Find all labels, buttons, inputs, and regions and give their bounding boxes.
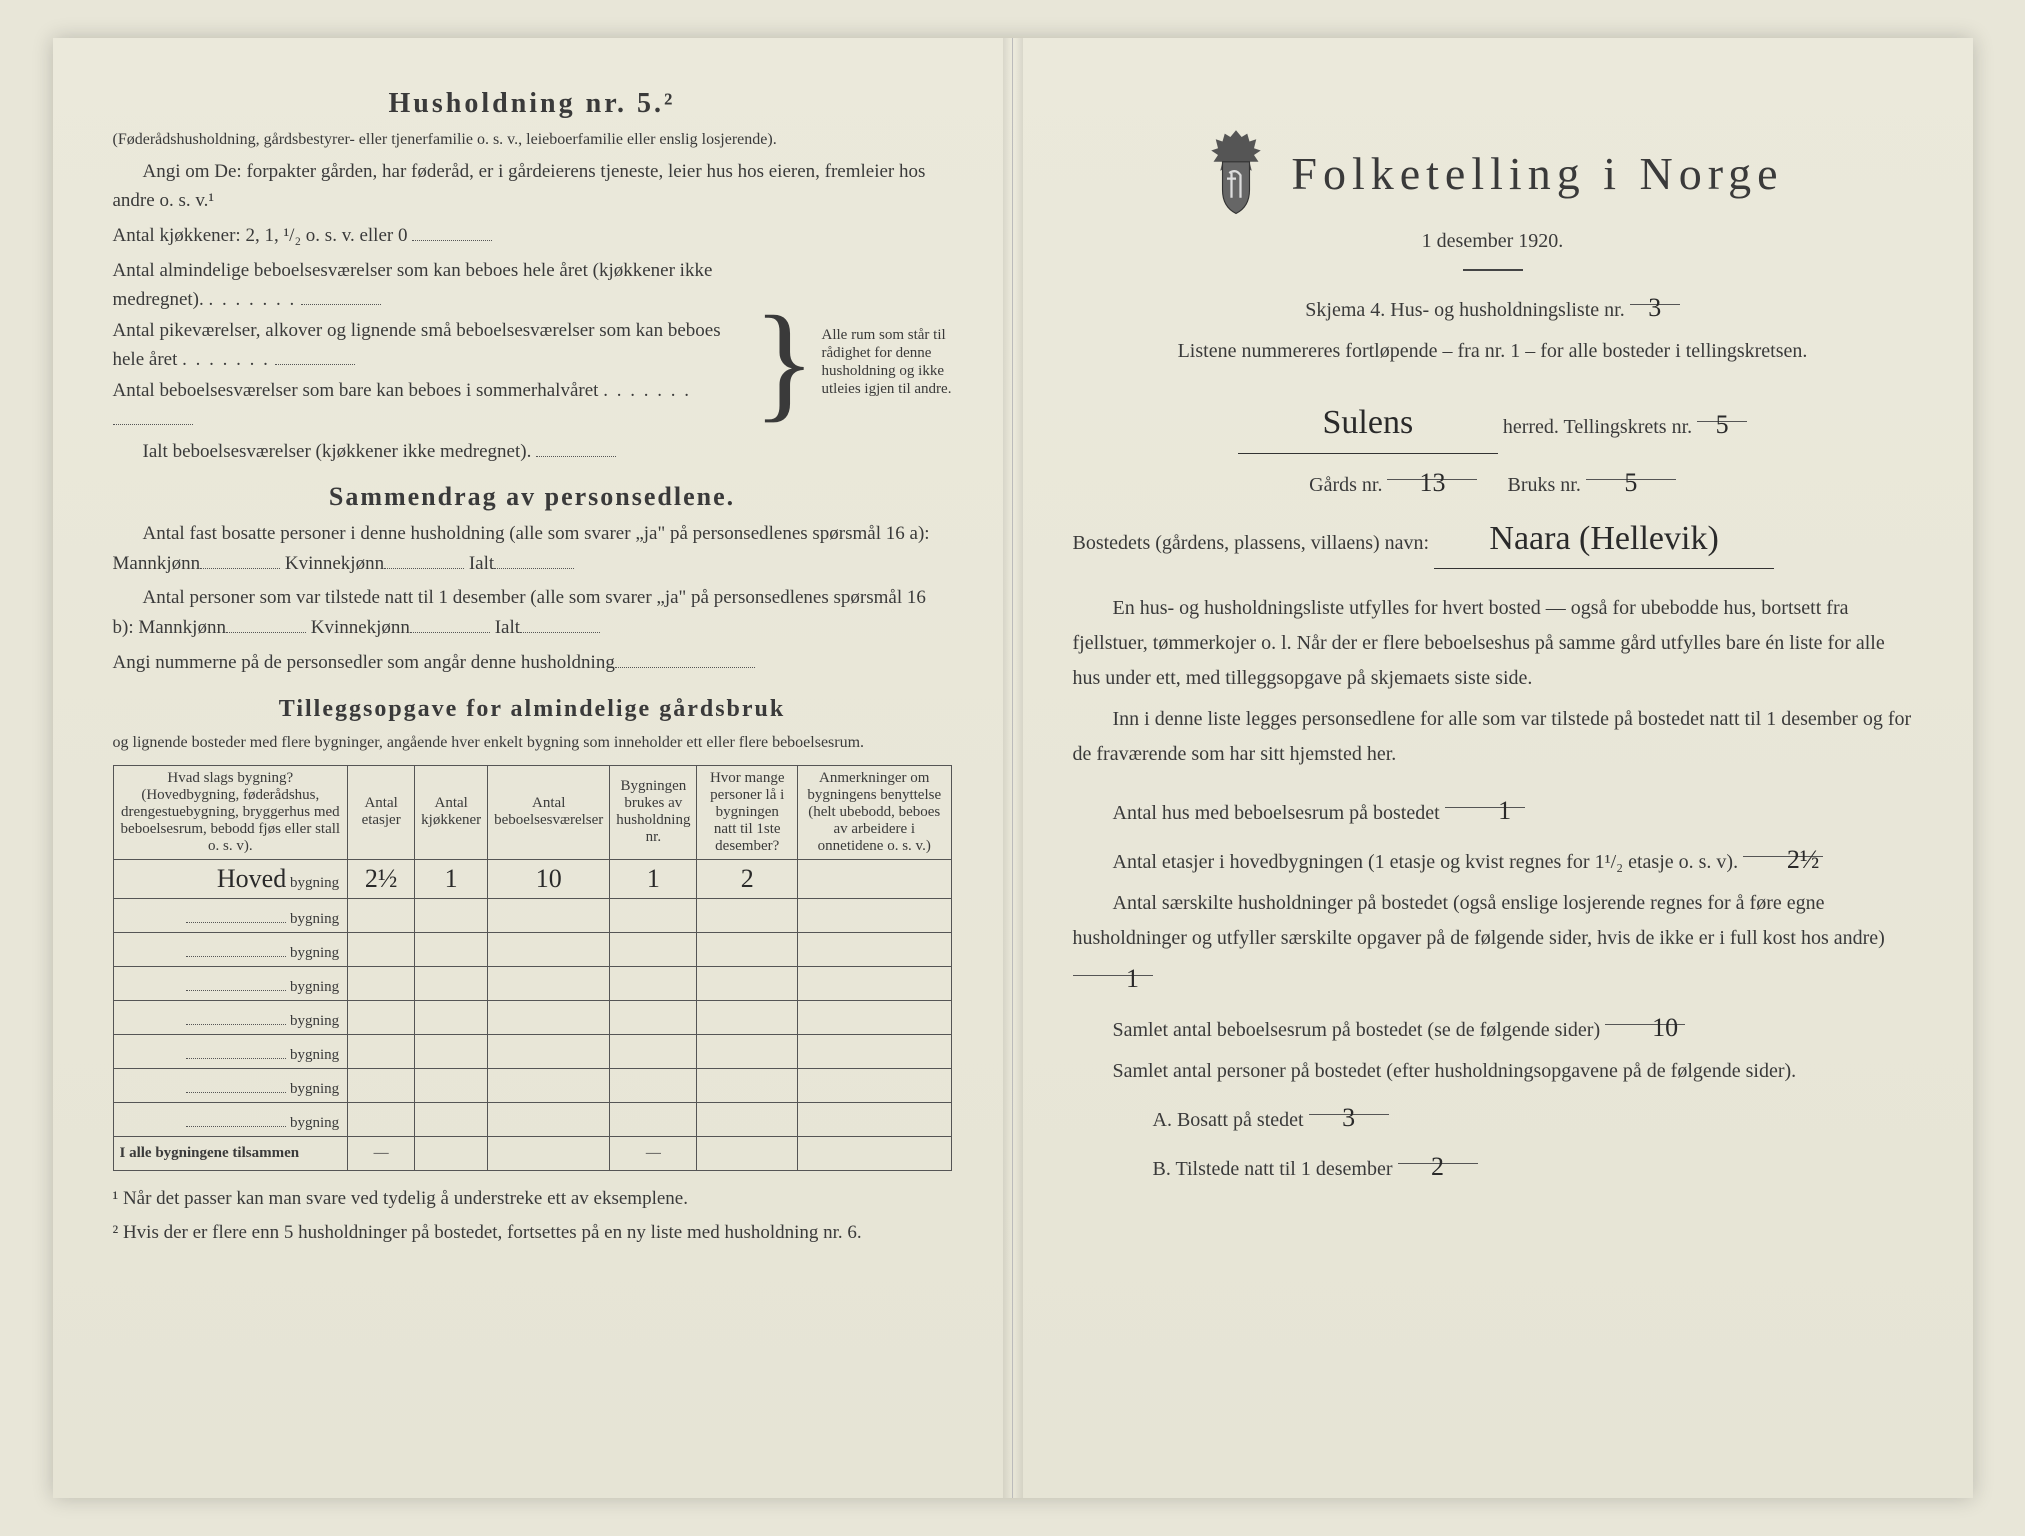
table-row: bygning [113,1034,951,1068]
liste-nr: 3 [1630,285,1680,305]
herred-name: Sulens [1238,393,1498,454]
bosted-line: Bostedets (gårdens, plassens, villaens) … [1073,509,1913,570]
q5: Samlet antal personer på bostedet (efter… [1073,1054,1913,1089]
intro-paren: (Føderådshusholdning, gårdsbestyrer- ell… [113,128,952,152]
q1-value: 1 [1445,788,1525,808]
summary-line-a: Antal fast bosatte personer i denne hush… [113,520,952,578]
summary-numbers: Angi nummerne på de personsedler som ang… [113,648,952,678]
q4: Samlet antal beboelsesrum på bostedet (s… [1073,1005,1913,1048]
footnotes: ¹ Når det passer kan man svare ved tydel… [113,1185,952,1248]
th-kjokken: Antal kjøkkener [415,765,488,859]
tillegg-sub: og lignende bosteder med flere bygninger… [113,731,952,755]
table-total-row: I alle bygningene tilsammen —— [113,1136,951,1170]
coat-of-arms-icon [1201,128,1271,218]
para-2: Inn i denne liste legges personsedlene f… [1073,702,1913,772]
table-header-row: Hvad slags bygning? (Hovedbygning, føder… [113,765,951,859]
qB: B. Tilstede natt til 1 desember 2 [1153,1144,1913,1187]
gard-nr: 13 [1387,460,1477,480]
th-hushold: Bygningen brukes av husholdning nr. [610,765,697,859]
table-row: bygning [113,966,951,1000]
title-row: Folketelling i Norge [1073,128,1913,218]
tillegg-heading: Tilleggsopgave for almindelige gårdsbruk [113,696,952,723]
qB-value: 2 [1398,1144,1478,1164]
krets-nr: 5 [1697,402,1747,422]
th-vaerelser: Antal beboelsesværelser [488,765,610,859]
room-line-1: Antal almindelige beboelsesværelser som … [113,257,748,315]
rooms-brace-block: Antal almindelige beboelsesværelser som … [113,257,952,469]
summary-line-b: Antal personer som var tilstede natt til… [113,584,952,642]
th-personer: Hvor mange personer lå i bygningen natt … [697,765,798,859]
divider [1463,269,1523,271]
census-date: 1 desember 1920. [1073,224,1913,259]
bosted-name: Naara (Hellevik) [1434,509,1774,570]
main-title: Folketelling i Norge [1291,147,1783,200]
gard-line: Gårds nr. 13 Bruks nr. 5 [1073,460,1913,503]
table-row: bygning [113,898,951,932]
th-bygning: Hvad slags bygning? (Hovedbygning, føder… [113,765,348,859]
kitchens-blank [412,221,492,241]
summary-heading: Sammendrag av personsedlene. [113,482,952,512]
footnote-1: ¹ Når det passer kan man svare ved tydel… [113,1185,952,1214]
th-anmerk: Anmerkninger om bygningens benyttelse (h… [798,765,952,859]
q2-value: 2½ [1743,837,1823,857]
bruk-nr: 5 [1586,460,1676,480]
q3: Antal særskilte husholdninger på bostede… [1073,886,1913,999]
household-heading: Husholdning nr. 5.² [113,88,952,120]
brace-note: Alle rum som står til rådighet for denne… [822,326,952,398]
qA: A. Bosatt på stedet 3 [1153,1095,1913,1138]
intro-instruction: Angi om De: forpakter gården, har føderå… [113,158,952,215]
room-line-3: Antal beboelsesværelser som bare kan beb… [113,377,748,435]
q1: Antal hus med beboelsesrum på bostedet 1 [1073,788,1913,831]
skjema-line: Skjema 4. Hus- og husholdningsliste nr. … [1073,285,1913,328]
q4-value: 10 [1605,1005,1685,1025]
building-table: Hvad slags bygning? (Hovedbygning, føder… [113,765,952,1171]
table-row: bygning [113,1000,951,1034]
table-row: bygning [113,1068,951,1102]
listene-note: Listene nummereres fortløpende – fra nr.… [1073,334,1913,369]
para-1: En hus- og husholdningsliste utfylles fo… [1073,591,1913,696]
q2: Antal etasjer i hovedbygningen (1 etasje… [1073,837,1913,880]
table-row: Hoved bygning 2½ 1 10 1 2 [113,859,951,898]
room-line-2: Antal pikeværelser, alkover og lignende … [113,317,748,375]
right-page: Folketelling i Norge 1 desember 1920. Sk… [1013,38,1973,1498]
room-line-total: Ialt beboelsesværelser (kjøkkener ikke m… [113,437,748,467]
table-row: bygning [113,932,951,966]
table-row: bygning [113,1102,951,1136]
qA-value: 3 [1309,1095,1389,1115]
left-page: Husholdning nr. 5.² (Føderådshusholdning… [53,38,1013,1498]
kitchens-line: Antal kjøkkener: 2, 1, ¹/₂ o. s. v. elle… [113,221,952,251]
th-etasjer: Antal etasjer [348,765,415,859]
brace-icon: } [753,297,815,427]
footnote-2: ² Hvis der er flere enn 5 husholdninger … [113,1219,952,1248]
herred-line: Sulens herred. Tellingskrets nr. 5 [1073,393,1913,454]
document-spread: Husholdning nr. 5.² (Føderådshusholdning… [53,38,1973,1498]
q3-value: 1 [1073,956,1153,976]
